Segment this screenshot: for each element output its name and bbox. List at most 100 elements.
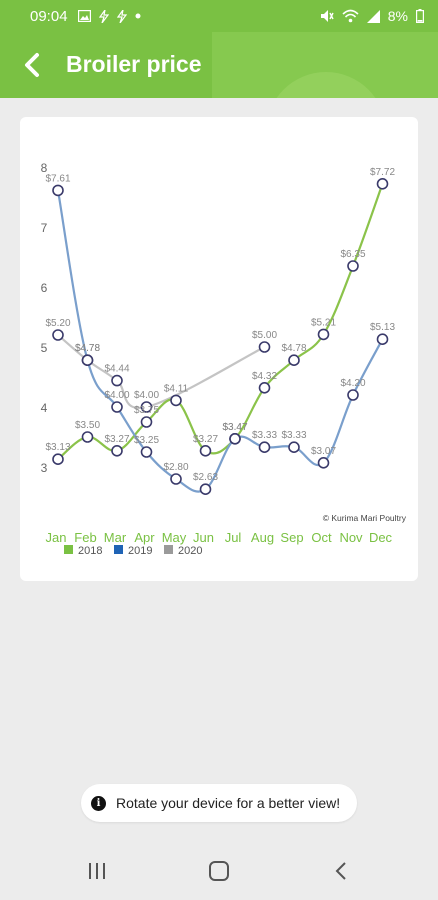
data-label-2019: $7.61 — [45, 173, 70, 184]
wifi-icon — [342, 9, 359, 23]
data-label-2018: $7.72 — [370, 167, 395, 178]
data-point-2019 — [258, 441, 271, 454]
x-tick-label: May — [162, 530, 187, 545]
data-label-2019: $3.07 — [311, 446, 336, 457]
data-label-2020: $4.44 — [104, 364, 129, 375]
data-point-2019 — [140, 446, 153, 458]
toast-text: Rotate your device for a better view! — [116, 795, 341, 811]
data-point-2020 — [52, 329, 64, 341]
legend-label-2018: 2018 — [78, 545, 102, 557]
data-point-2019 — [170, 473, 182, 485]
data-point-2018 — [140, 416, 153, 428]
status-system-icons: 8% — [320, 8, 424, 24]
data-label-2018: $4.32 — [252, 371, 277, 382]
home-button[interactable] — [199, 856, 239, 886]
y-tick-label: 5 — [41, 341, 48, 355]
back-icon — [335, 862, 346, 880]
data-point-2020 — [258, 341, 271, 353]
data-point-2018 — [81, 431, 94, 443]
data-label-2019: $4.00 — [104, 390, 129, 401]
lightning-icon — [98, 9, 109, 23]
x-tick-label: Jun — [193, 530, 214, 545]
data-label-2018: $6.35 — [340, 249, 365, 260]
data-point-2018 — [376, 178, 389, 190]
data-label-2018: $4.78 — [281, 343, 306, 354]
data-point-2019 — [347, 389, 359, 401]
data-point-2019 — [52, 184, 64, 197]
series-line-2020 — [57, 334, 265, 410]
x-tick-label: Jan — [46, 530, 67, 545]
data-point-2018 — [288, 354, 300, 366]
back-button[interactable] — [14, 47, 50, 83]
data-label-2018: $3.13 — [45, 442, 70, 453]
status-time: 09:04 — [30, 7, 68, 25]
data-point-2018 — [111, 444, 123, 457]
legend-swatch-2018 — [64, 545, 73, 554]
data-label-2020: $5.20 — [45, 318, 70, 329]
data-point-2019 — [111, 401, 123, 413]
x-tick-label: Aug — [251, 530, 274, 545]
data-point-2020 — [140, 401, 153, 413]
x-tick-label: Mar — [104, 530, 127, 545]
data-point-2018 — [199, 444, 212, 457]
data-point-2018 — [52, 453, 64, 466]
data-point-2019 — [81, 354, 94, 366]
y-tick-label: 7 — [41, 221, 48, 235]
legend-label-2019: 2019 — [128, 545, 152, 557]
data-label-2019: $3.47 — [222, 422, 247, 433]
data-point-2018 — [347, 260, 359, 272]
data-label-2019: $4.20 — [340, 378, 365, 389]
recent-apps-icon — [89, 863, 105, 879]
data-label-2019: $2.80 — [163, 462, 188, 473]
data-label-2019: $5.13 — [370, 322, 395, 333]
y-tick-label: 6 — [41, 281, 48, 295]
chart-copyright: © Kurima Mari Poultry — [323, 513, 407, 523]
data-label-2018: $3.50 — [75, 420, 100, 431]
data-label-2020: $4.00 — [134, 390, 159, 401]
legend-swatch-2020 — [164, 545, 173, 554]
data-point-2019 — [288, 441, 300, 454]
status-notification-icons — [77, 9, 141, 23]
data-label-2019: $4.78 — [75, 343, 100, 354]
y-tick-label: 3 — [41, 461, 48, 475]
battery-percent: 8% — [387, 8, 408, 24]
lightning-icon — [116, 9, 127, 23]
legend-swatch-2019 — [114, 545, 123, 554]
app-bar: Broiler price — [0, 32, 438, 98]
data-label-2018: $3.27 — [104, 434, 129, 445]
data-label-2019: $3.25 — [134, 435, 159, 446]
data-point-2019 — [229, 432, 241, 445]
data-point-2020 — [111, 374, 123, 387]
x-tick-label: Jul — [225, 530, 242, 545]
x-tick-label: Oct — [311, 530, 332, 545]
x-tick-label: Dec — [369, 530, 393, 545]
chevron-left-icon — [25, 53, 39, 77]
data-point-2018 — [317, 328, 330, 341]
data-label-2019: $3.33 — [252, 430, 277, 441]
data-label-2020: $5.00 — [252, 330, 277, 341]
chart-card: 3 4 5 6 7 8 $5.20 $4.78 $4.44 $4.00 $5.00 $3.13 $3.5… — [20, 117, 418, 581]
page-title: Broiler price — [66, 51, 202, 77]
nav-back-button[interactable] — [321, 856, 361, 886]
y-tick-label: 8 — [41, 161, 48, 175]
home-icon — [209, 861, 229, 881]
data-label-2019: $2.63 — [193, 472, 218, 483]
dot-icon — [135, 13, 141, 19]
battery-icon — [416, 9, 424, 23]
mute-icon — [320, 10, 334, 22]
data-point-2019 — [376, 333, 389, 345]
data-point-2019 — [317, 456, 330, 469]
y-tick-label: 4 — [41, 401, 48, 415]
signal-icon — [366, 9, 380, 23]
x-tick-label: Apr — [134, 530, 155, 545]
rotate-toast: i Rotate your device for a better view! — [81, 784, 357, 822]
x-tick-label: Feb — [74, 530, 96, 545]
info-icon: i — [91, 795, 106, 811]
x-tick-label: Sep — [280, 530, 303, 545]
legend-label-2020: 2020 — [178, 545, 202, 557]
data-label-2018: $3.75 — [134, 405, 159, 416]
data-label-2019: $3.33 — [281, 430, 306, 441]
broiler-price-chart[interactable]: 3 4 5 6 7 8 $5.20 $4.78 $4.44 $4.00 $5.00 $3.13 $3.5… — [20, 117, 418, 581]
data-label-2018: $3.27 — [193, 434, 218, 445]
recent-apps-button[interactable] — [77, 856, 117, 886]
